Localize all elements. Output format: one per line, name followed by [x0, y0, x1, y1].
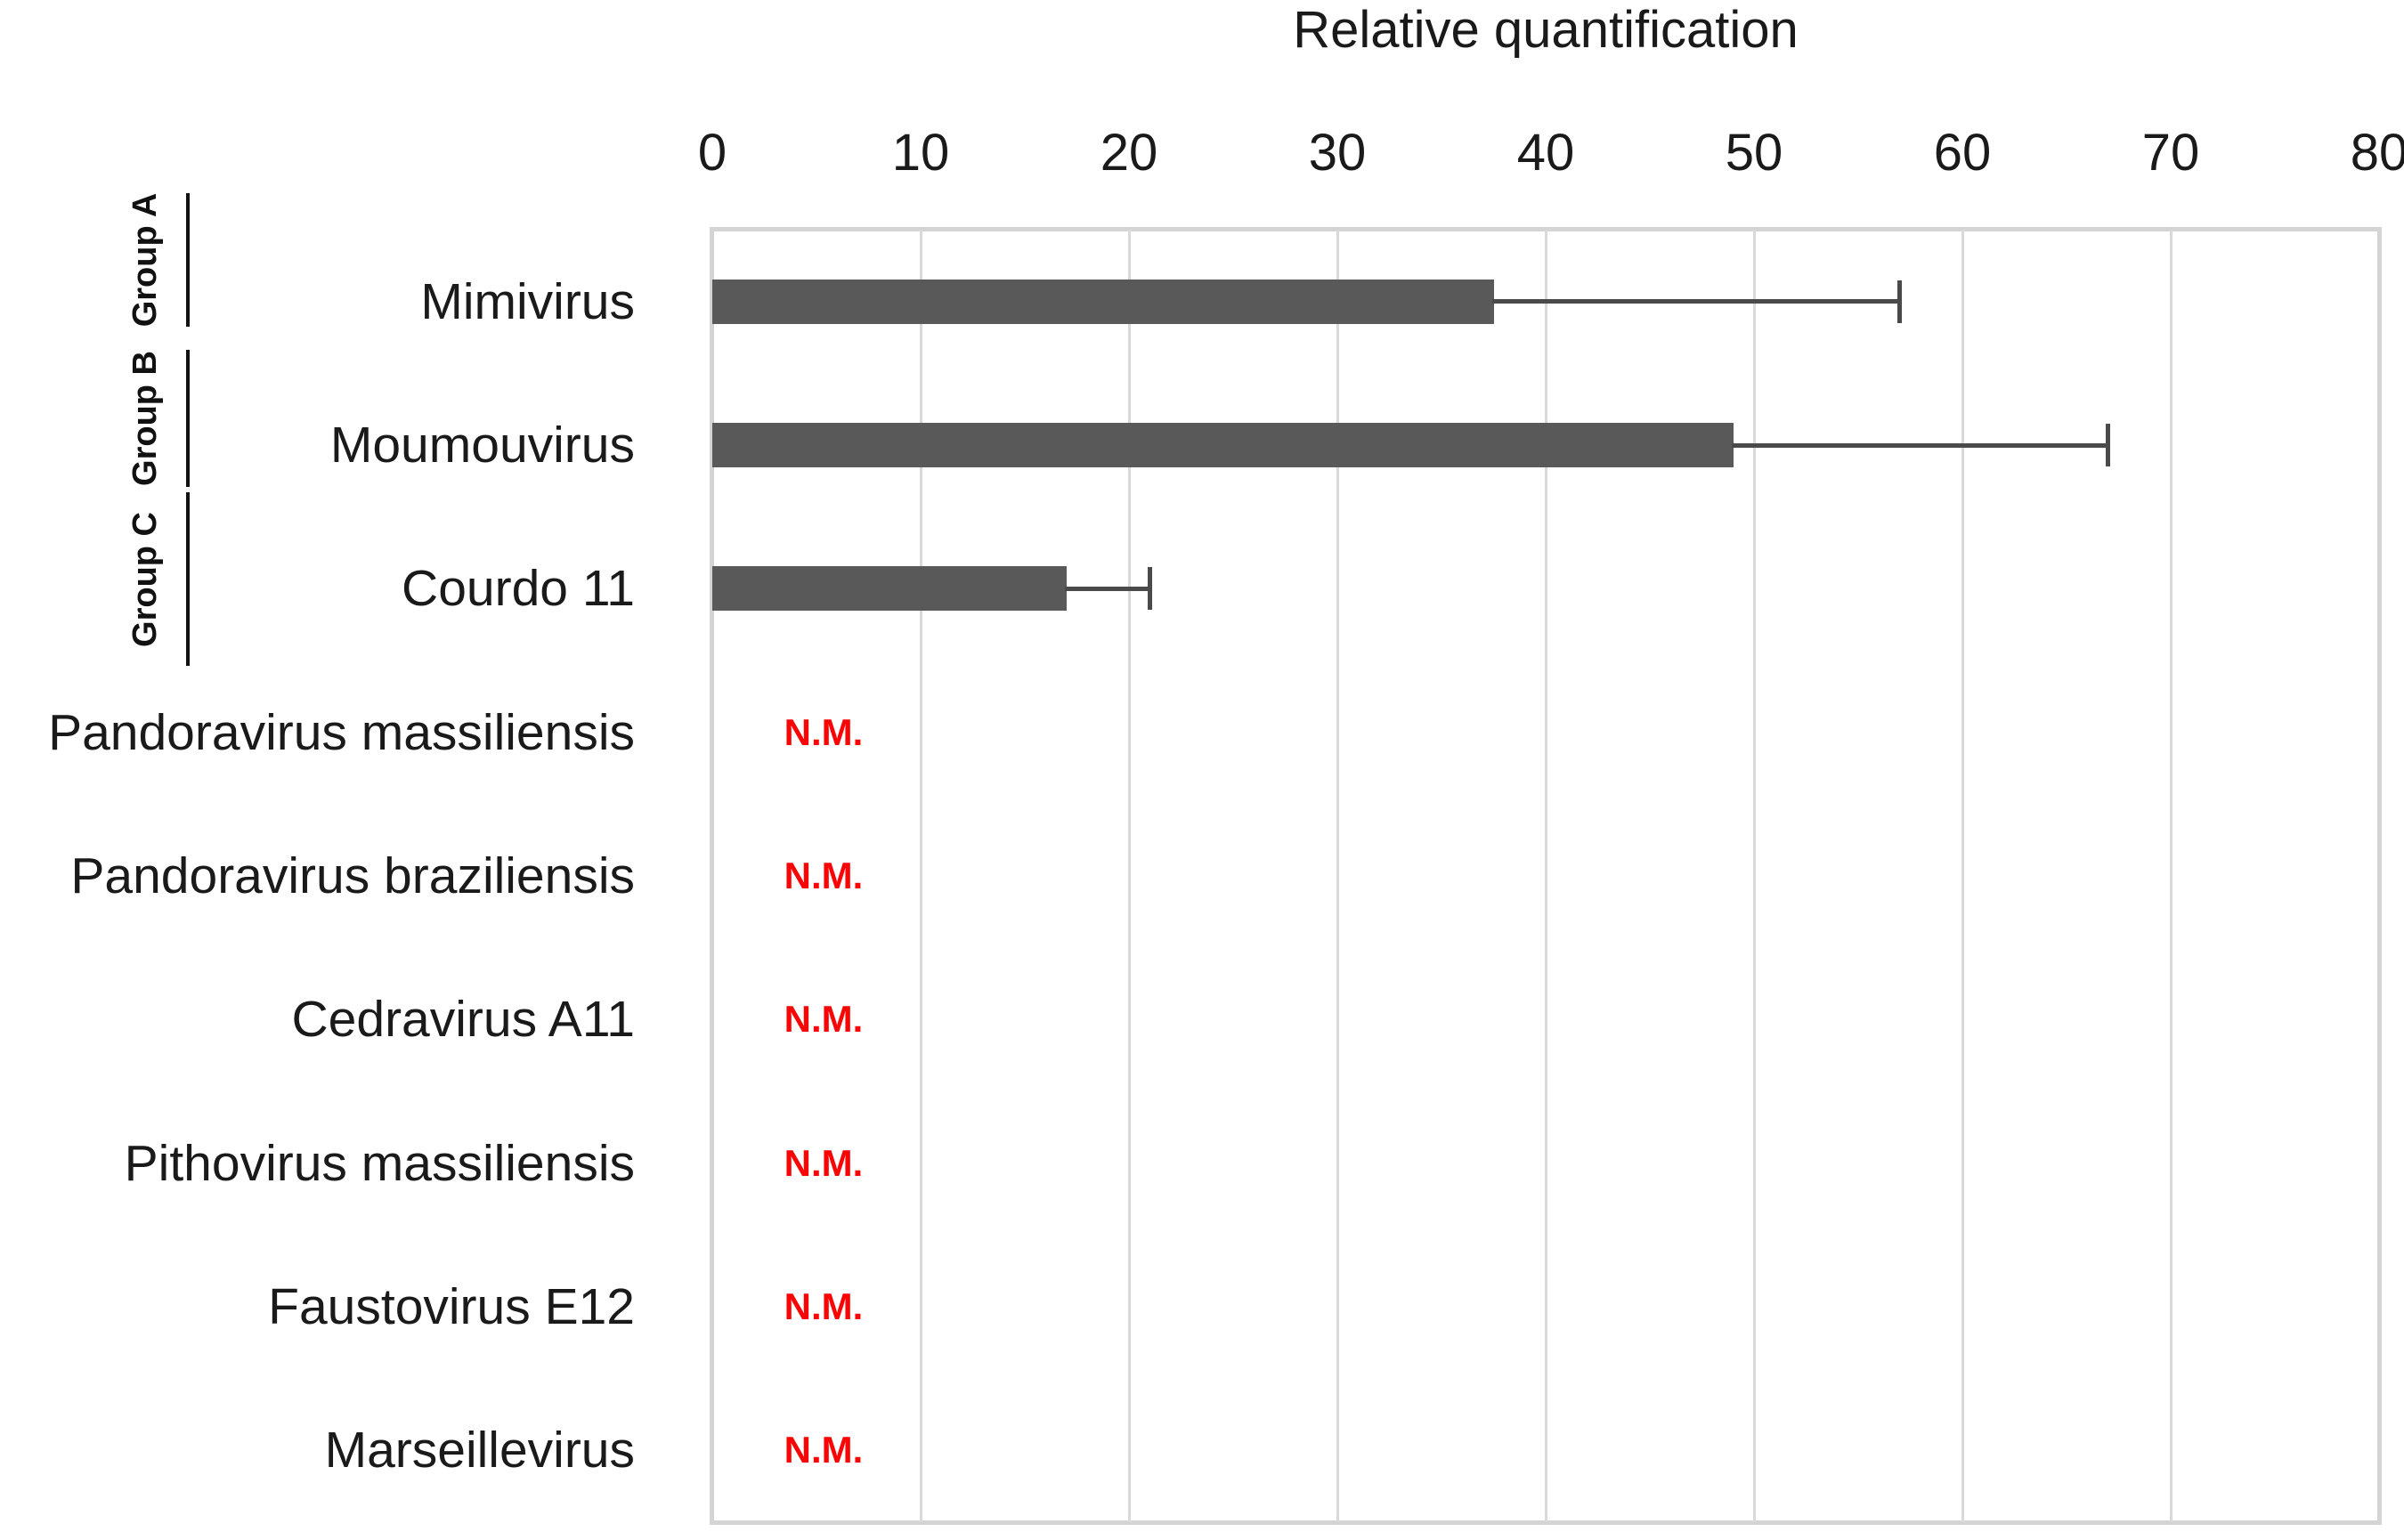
- category-label: Faustovirus E12: [268, 1278, 635, 1335]
- category-label: Pandoravirus massiliensis: [48, 703, 635, 761]
- group-label: Group C: [126, 511, 164, 647]
- nm-label: N.M.: [784, 855, 864, 896]
- category-label: Cedravirus A11: [291, 991, 635, 1049]
- category-label: Courdo 11: [402, 560, 635, 618]
- nm-label: N.M.: [784, 1141, 864, 1184]
- x-axis-tick-label: 30: [1308, 124, 1367, 182]
- group-bracket-line: [186, 193, 190, 327]
- bar: [712, 423, 1734, 467]
- x-axis-tick-label: 50: [1725, 124, 1783, 182]
- error-bar: [1491, 299, 1900, 304]
- category-label: Pithovirus massiliensis: [124, 1134, 635, 1192]
- x-axis-tick-label: 0: [697, 124, 727, 182]
- error-bar-cap: [1897, 280, 1903, 323]
- error-bar-cap: [1147, 567, 1152, 611]
- x-axis-tick-label: 60: [1933, 124, 1992, 182]
- x-axis-tick-label: 20: [1100, 124, 1158, 182]
- chart-title: Relative quantification: [1293, 1, 1799, 59]
- x-axis-tick-label: 70: [2141, 124, 2200, 182]
- gridline: [1544, 230, 1547, 1522]
- gridline: [919, 230, 922, 1522]
- bar: [712, 279, 1494, 324]
- nm-label: N.M.: [784, 1429, 864, 1471]
- plot-area: [710, 227, 2382, 1525]
- category-label: Moumouvirus: [329, 417, 635, 474]
- gridline: [1336, 230, 1339, 1522]
- nm-label: N.M.: [784, 1285, 864, 1327]
- gridline: [1961, 230, 1964, 1522]
- gridline: [1127, 230, 1131, 1522]
- x-axis-tick-label: 80: [2350, 124, 2404, 182]
- gridline: [2169, 230, 2173, 1522]
- group-bracket-line: [186, 350, 190, 487]
- group-bracket-line: [186, 492, 190, 666]
- bar: [712, 566, 1067, 612]
- error-bar: [1731, 442, 2108, 448]
- nm-label: N.M.: [784, 998, 864, 1041]
- x-axis-tick-label: 10: [891, 124, 950, 182]
- category-label: Mimivirus: [420, 272, 635, 330]
- error-bar: [1064, 586, 1150, 591]
- nm-label: N.M.: [784, 710, 864, 753]
- group-label: Group A: [126, 192, 164, 328]
- x-axis-tick-label: 40: [1516, 124, 1575, 182]
- gridline: [1752, 230, 1756, 1522]
- group-label: Group B: [126, 351, 164, 486]
- category-label: Pandoravirus braziliensis: [70, 847, 635, 904]
- error-bar-cap: [2106, 424, 2111, 466]
- category-label: Marseillevirus: [324, 1422, 635, 1479]
